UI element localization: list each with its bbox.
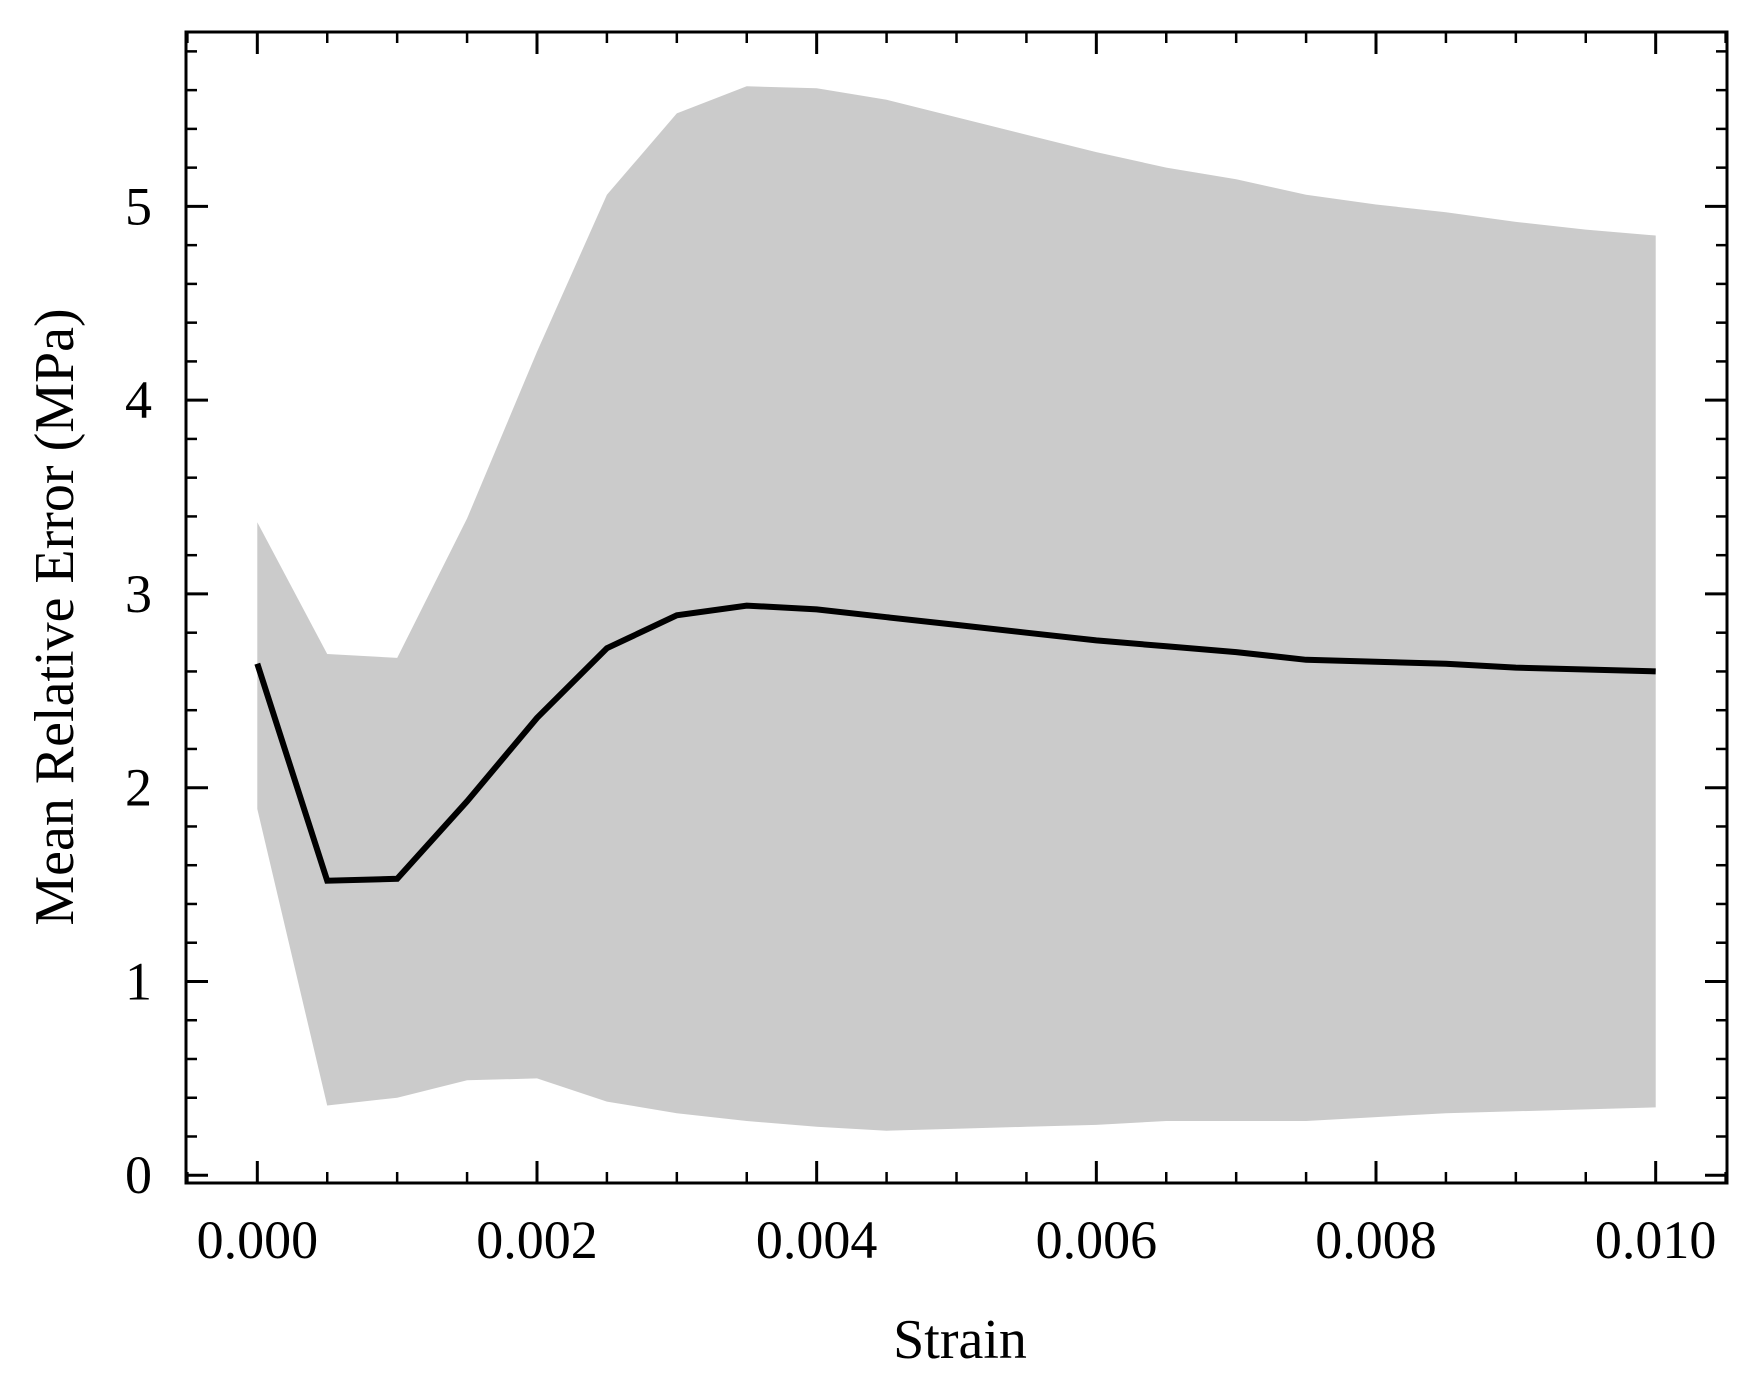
x-tick-label: 0.010: [1595, 1210, 1717, 1270]
x-tick-label: 0.008: [1315, 1210, 1437, 1270]
y-tick-label: 0: [125, 1145, 152, 1205]
x-tick-label: 0.004: [756, 1210, 878, 1270]
error-band: [257, 86, 1656, 1131]
plot-area: [254, 86, 1656, 1131]
y-tick-label: 1: [125, 951, 152, 1011]
x-tick-label: 0.000: [197, 1210, 319, 1270]
axes: 0.000 0.002 0.004 0.006 0.008 0.010 0 1 2 3 4 5: [125, 30, 1729, 1270]
y-tick-label: 4: [125, 370, 152, 430]
x-tick-label: 0.002: [476, 1210, 598, 1270]
y-tick-label: 3: [125, 564, 152, 624]
y-tick-label: 5: [125, 176, 152, 236]
y-axis-label: Mean Relative Error (MPa): [24, 308, 86, 925]
x-axis-label: Strain: [893, 1309, 1027, 1371]
mean-line: [254, 602, 1656, 884]
y-tick-label: 2: [125, 758, 152, 818]
x-tick-label: 0.006: [1036, 1210, 1158, 1270]
